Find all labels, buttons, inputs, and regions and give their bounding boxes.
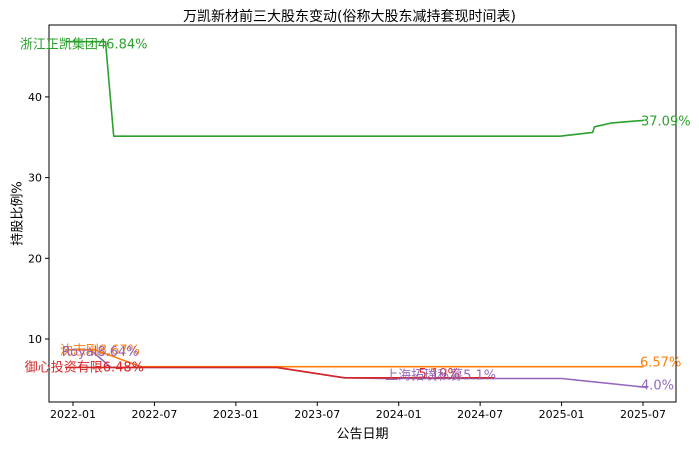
x-tick-label: 2022-01	[50, 408, 96, 421]
chart-title: 万凯新材前三大股东变动(俗称大股东减持套现时间表)	[183, 9, 516, 25]
annotation-label: 6.57%	[640, 356, 681, 371]
x-axis-label: 公告日期	[336, 427, 389, 442]
series-line	[64, 349, 648, 389]
x-tick-label: 2023-07	[294, 408, 340, 421]
series-line	[64, 348, 644, 368]
annotation-label: 37.09%	[641, 114, 691, 129]
annotation-label: Royal8.64%	[62, 345, 139, 360]
annotation-label: 沈志刚8.67%	[60, 344, 140, 359]
series-line	[64, 366, 495, 379]
y-tick-label: 20	[28, 252, 42, 265]
annotation-label: 5.19%	[419, 367, 460, 382]
annotation-label: 浙江正凯集团46.84%	[20, 37, 148, 53]
annotation-label: 上海拓璞私募5.1%	[385, 369, 496, 384]
annotation-label: 4.0%	[641, 378, 674, 393]
x-tick-label: 2025-01	[539, 408, 585, 421]
x-tick-label: 2024-07	[457, 408, 503, 421]
y-tick-label: 40	[28, 91, 42, 104]
plot-border	[48, 24, 677, 403]
y-tick-label: 10	[28, 333, 42, 346]
y-tick-label: 30	[28, 172, 42, 185]
x-tick-label: 2024-01	[376, 408, 422, 421]
series-line	[64, 40, 644, 137]
annotation-label: 御心投资有限6.48%	[25, 359, 144, 375]
x-tick-label: 2022-07	[131, 408, 177, 421]
x-tick-label: 2025-07	[620, 408, 666, 421]
x-tick-label: 2023-01	[213, 408, 259, 421]
